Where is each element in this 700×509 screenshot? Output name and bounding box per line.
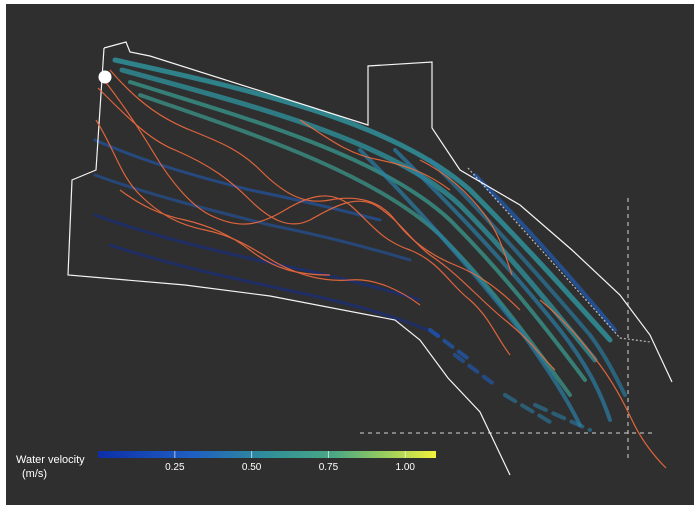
reference-lines (360, 198, 656, 460)
legend-tick-label: 0.50 (242, 462, 262, 473)
legend-tick-label: 0.25 (165, 462, 185, 473)
legend-title-line-2: (m/s) (22, 468, 47, 480)
fish-track (95, 69, 667, 469)
legend-colorbar (98, 451, 436, 458)
start-point (98, 70, 112, 84)
velocity-legend: Water velocity (m/s) 0.25 0.50 0.75 1.00 (16, 451, 436, 480)
legend-tick-label: 1.00 (396, 462, 416, 473)
domain-boundary (67, 41, 673, 476)
legend-tick-label: 0.75 (319, 462, 339, 473)
legend-title-line-1: Water velocity (16, 454, 85, 466)
velocity-streamlines (93, 57, 627, 432)
legend-ticks: 0.25 0.50 0.75 1.00 (165, 451, 415, 473)
